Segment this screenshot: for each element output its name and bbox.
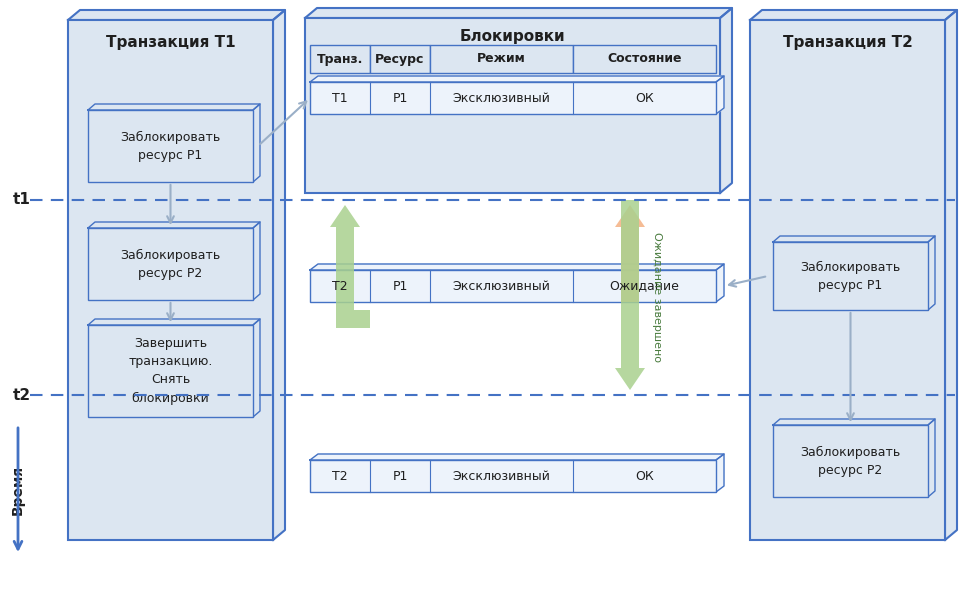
Text: Блокировки: Блокировки — [460, 28, 565, 44]
Bar — [68, 20, 273, 540]
Bar — [430, 45, 573, 73]
Bar — [310, 45, 370, 73]
Bar — [750, 20, 945, 540]
Text: Заблокировать
ресурс Р2: Заблокировать ресурс Р2 — [801, 445, 900, 477]
Text: Ожидание: Ожидание — [610, 280, 679, 293]
Text: Эксклюзивный: Эксклюзивный — [452, 469, 551, 482]
Polygon shape — [716, 454, 724, 492]
Text: Завершить
транзакцию.
Снять
блокировки: Завершить транзакцию. Снять блокировки — [128, 337, 213, 405]
Polygon shape — [310, 454, 724, 460]
Bar — [88, 110, 253, 182]
Text: Транз.: Транз. — [317, 52, 363, 65]
Text: ОК: ОК — [635, 469, 654, 482]
Text: Время: Время — [11, 465, 25, 515]
Polygon shape — [336, 310, 370, 328]
Text: Эксклюзивный: Эксклюзивный — [452, 280, 551, 293]
Polygon shape — [310, 76, 724, 82]
Polygon shape — [716, 264, 724, 302]
Text: Т1: Т1 — [332, 91, 348, 104]
Polygon shape — [305, 8, 732, 18]
Text: Ресурс: Ресурс — [376, 52, 425, 65]
Text: Т2: Т2 — [332, 469, 348, 482]
Bar — [370, 45, 430, 73]
Bar — [573, 45, 716, 73]
Polygon shape — [253, 104, 260, 182]
Text: Заблокировать
ресурс Р1: Заблокировать ресурс Р1 — [801, 260, 900, 292]
Polygon shape — [773, 419, 935, 425]
Bar — [310, 82, 716, 114]
Text: Заблокировать
ресурс Р1: Заблокировать ресурс Р1 — [121, 130, 220, 161]
Text: Р1: Р1 — [392, 469, 408, 482]
Text: t2: t2 — [13, 388, 31, 402]
Polygon shape — [310, 264, 724, 270]
Text: Т2: Т2 — [332, 280, 348, 293]
Text: t1: t1 — [14, 193, 31, 207]
Polygon shape — [615, 205, 645, 302]
Polygon shape — [716, 76, 724, 114]
Bar — [773, 425, 928, 497]
Bar — [310, 270, 716, 302]
Polygon shape — [253, 319, 260, 417]
Bar — [88, 228, 253, 300]
Polygon shape — [88, 319, 260, 325]
Text: Состояние: Состояние — [608, 52, 682, 65]
Polygon shape — [750, 10, 957, 20]
Polygon shape — [88, 222, 260, 228]
Polygon shape — [615, 200, 645, 390]
Polygon shape — [253, 222, 260, 300]
Text: Транзакция Т2: Транзакция Т2 — [782, 35, 913, 49]
Polygon shape — [945, 10, 957, 540]
Text: Р1: Р1 — [392, 280, 408, 293]
Text: Эксклюзивный: Эксклюзивный — [452, 91, 551, 104]
Polygon shape — [773, 236, 935, 242]
Bar — [305, 18, 720, 193]
Bar — [773, 242, 928, 310]
Text: Режим: Режим — [477, 52, 526, 65]
Polygon shape — [928, 236, 935, 310]
Text: Транзакция Т1: Транзакция Т1 — [105, 35, 236, 49]
Text: Р1: Р1 — [392, 91, 408, 104]
Polygon shape — [88, 104, 260, 110]
Polygon shape — [68, 10, 285, 20]
Text: Ожидание завершено: Ожидание завершено — [652, 233, 662, 362]
Polygon shape — [720, 8, 732, 193]
Polygon shape — [273, 10, 285, 540]
Polygon shape — [928, 419, 935, 497]
Polygon shape — [330, 205, 360, 310]
Text: ОК: ОК — [635, 91, 654, 104]
Bar — [88, 325, 253, 417]
Bar — [310, 460, 716, 492]
Text: Заблокировать
ресурс Р2: Заблокировать ресурс Р2 — [121, 249, 220, 280]
